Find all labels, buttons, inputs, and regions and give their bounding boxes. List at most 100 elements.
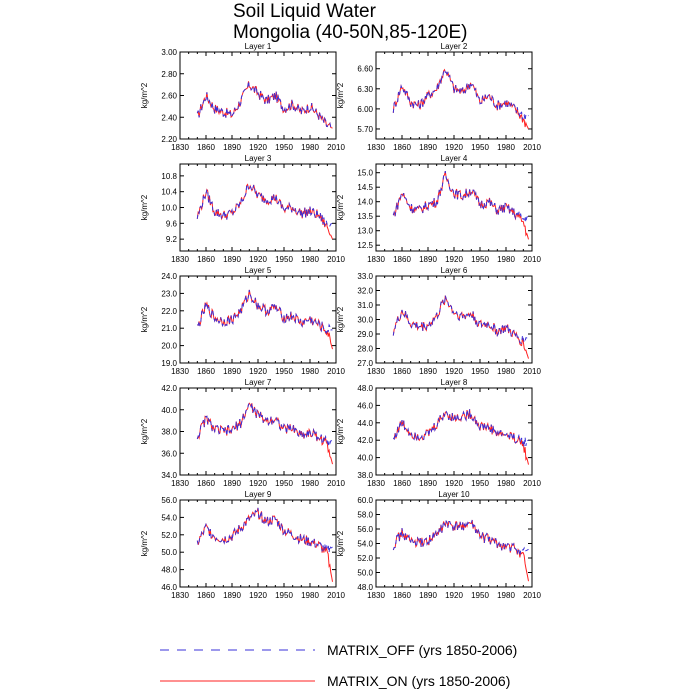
y-tick-label: 10.8 [161,172,177,181]
x-tick-label: 1830 [171,255,189,264]
x-tick-label: 1920 [445,143,463,152]
x-tick-label: 1860 [197,255,215,264]
y-tick-label: 13.0 [357,227,373,236]
x-tick-label: 1860 [197,367,215,376]
x-tick-label: 2010 [523,367,541,376]
x-tick-label: 1830 [367,479,385,488]
y-tick-label: 32.0 [357,287,373,296]
y-tick-label: 31.0 [357,301,373,310]
series-line-matrix-on [392,409,529,465]
y-tick-label: 56.0 [161,496,177,505]
y-tick-label: 46.0 [161,583,177,592]
y-tick-label: 42.0 [161,384,177,393]
y-axis-label: kg/m^2 [140,306,149,332]
figure-title-line1: Soil Liquid Water [233,1,377,22]
series-line-matrix-off [196,81,333,129]
y-tick-label: 48.0 [161,566,177,575]
panel-title: Layer 6 [441,266,468,275]
y-tick-label: 58.0 [357,511,373,520]
y-tick-label: 10.0 [161,204,177,213]
y-tick-label: 48.0 [357,583,373,592]
y-tick-label: 60.0 [357,496,373,505]
x-tick-label: 2010 [327,143,345,152]
panel-title: Layer 5 [245,266,272,275]
x-tick-label: 2010 [523,479,541,488]
x-tick-label: 1890 [223,479,241,488]
series-line-matrix-on [392,68,529,130]
x-tick-label: 1860 [393,591,411,600]
y-tick-label: 12.5 [357,241,373,250]
y-tick-label: 9.2 [166,235,178,244]
x-tick-label: 2010 [327,591,345,600]
series-line-matrix-off [392,68,529,121]
y-tick-label: 40.0 [357,454,373,463]
x-tick-label: 2010 [327,255,345,264]
x-tick-label: 1920 [445,255,463,264]
x-tick-label: 1980 [301,367,319,376]
y-tick-label: 40.0 [161,406,177,415]
x-tick-label: 1950 [275,591,293,600]
panel-layer-3: Layer 3 1830 1860 1890 1920 1950 1980 2010 9.2 9.… [140,154,345,264]
y-axis-label: kg/m^2 [140,194,149,220]
x-tick-label: 1830 [367,591,385,600]
y-tick-label: 54.0 [161,513,177,522]
plot-frame [375,51,533,140]
series-line-matrix-off [392,409,529,447]
y-axis-label: kg/m^2 [140,82,149,108]
y-axis-label: kg/m^2 [336,418,345,444]
x-tick-label: 1950 [275,367,293,376]
y-tick-label: 19.0 [161,359,177,368]
x-tick-label: 1950 [275,479,293,488]
y-tick-label: 13.5 [357,212,373,221]
plot-frame [179,387,337,476]
x-tick-label: 1890 [223,143,241,152]
y-tick-label: 15.0 [357,169,373,178]
panel-title: Layer 4 [441,154,468,163]
x-tick-label: 1920 [249,591,267,600]
panel-title: Layer 10 [438,490,470,499]
y-tick-label: 30.0 [357,316,373,325]
x-tick-label: 1980 [497,591,515,600]
x-tick-label: 1950 [275,255,293,264]
y-tick-label: 3.00 [161,48,177,57]
legend: MATRIX_OFF (yrs 1850-2006) MATRIX_ON (yr… [160,642,517,689]
panel-title: Layer 3 [245,154,272,163]
series-line-matrix-off [196,183,333,227]
series-line-matrix-off [392,295,529,344]
series-line-matrix-off [197,289,333,334]
panel-title: Layer 2 [441,42,468,51]
series-line-matrix-on [392,519,529,582]
x-tick-label: 1830 [367,367,385,376]
plot-frame [179,163,337,252]
x-tick-label: 2010 [327,367,345,376]
x-tick-label: 1860 [197,591,215,600]
x-tick-label: 1890 [419,255,437,264]
x-tick-label: 1920 [445,367,463,376]
x-tick-label: 1890 [419,591,437,600]
x-tick-label: 1890 [419,143,437,152]
series-line-matrix-on [392,170,529,240]
plot-frame [375,387,533,476]
x-tick-label: 1980 [301,255,319,264]
y-tick-label: 10.4 [161,188,177,197]
y-tick-label: 50.0 [357,569,373,578]
x-tick-label: 1920 [445,479,463,488]
x-tick-label: 1830 [171,367,189,376]
y-tick-label: 9.6 [166,219,178,228]
figure-title-line2: Mongolia (40-50N,85-120E) [233,22,467,43]
y-tick-label: 38.0 [161,428,177,437]
x-tick-label: 1920 [249,367,267,376]
x-tick-label: 1950 [471,367,489,376]
x-tick-label: 1890 [223,255,241,264]
y-tick-label: 6.00 [357,105,373,114]
series-line-matrix-off [196,402,333,447]
plot-frame [179,51,337,140]
panel-layer-2: Layer 2 1830 1860 1890 1920 1950 1980 2010 5.70 6… [336,42,541,152]
y-tick-label: 34.0 [161,471,177,480]
y-tick-label: 48.0 [357,384,373,393]
panel-layer-10: Layer 10 1830 1860 1890 1920 1950 1980 2010 48.0… [336,490,541,600]
x-tick-label: 1950 [471,479,489,488]
legend-label-matrix-on: MATRIX_ON (yrs 1850-2006) [327,673,510,689]
x-tick-label: 1920 [249,479,267,488]
panel-layer-6: Layer 6 1830 1860 1890 1920 1950 1980 2010 27.0 2… [336,266,541,376]
